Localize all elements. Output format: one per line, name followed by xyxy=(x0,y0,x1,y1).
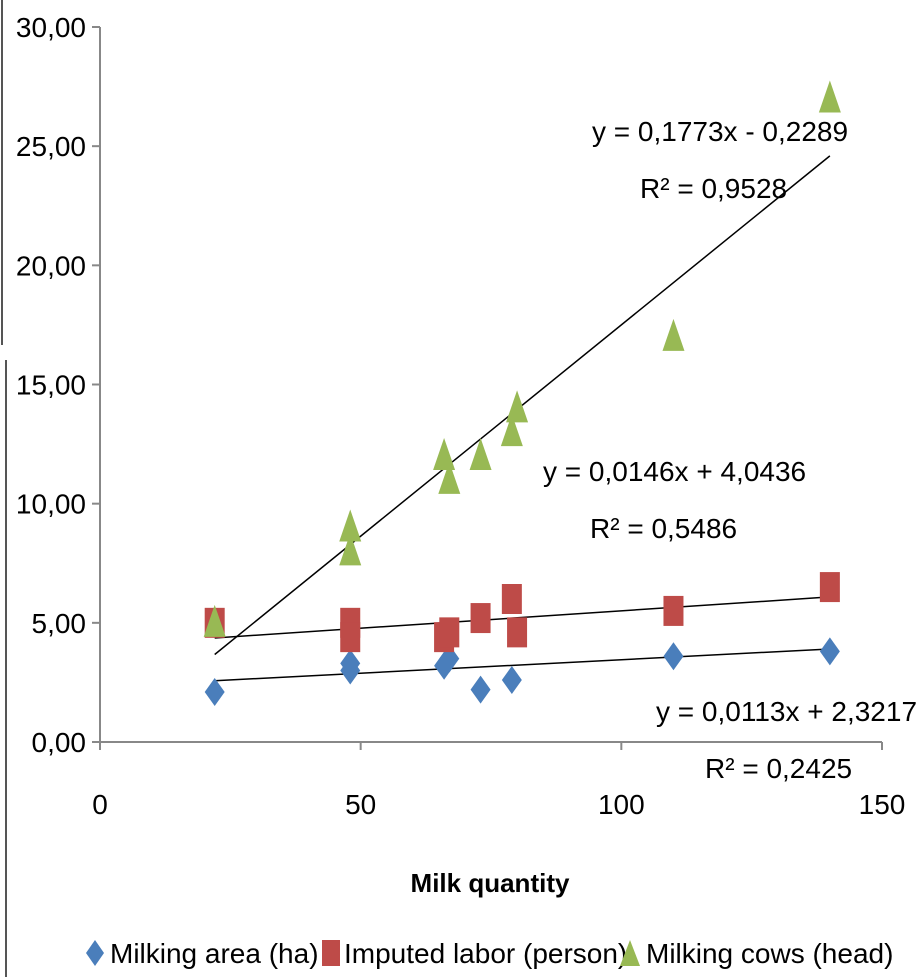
area-trend-equation: y = 0,0113x + 2,3217 xyxy=(656,696,916,727)
point-imputed-labor xyxy=(439,617,460,648)
point-milking-cows xyxy=(500,414,523,447)
x-tick-label: 150 xyxy=(859,789,906,820)
y-tick-label: 10,00 xyxy=(16,489,86,520)
point-milking-area xyxy=(204,677,225,706)
labor-trend-equation: y = 0,0146x + 4,0436 xyxy=(543,456,806,487)
trendline xyxy=(214,155,831,656)
x-tick-label: 0 xyxy=(92,789,108,820)
y-tick-label: 0,00 xyxy=(32,727,87,758)
point-milking-cows xyxy=(506,390,529,423)
legend-diamond-icon xyxy=(86,940,104,966)
point-imputed-labor xyxy=(470,603,491,634)
point-milking-cows xyxy=(818,80,841,113)
y-tick-label: 30,00 xyxy=(16,12,86,43)
labor-trend-r2: R² = 0,5486 xyxy=(590,513,737,544)
point-milking-area xyxy=(663,642,684,671)
y-tick-label: 25,00 xyxy=(16,131,86,162)
legend-label-milking-cows: Milking cows (head) xyxy=(646,938,893,969)
legend: Milking area (ha) Imputed labor (person)… xyxy=(86,938,893,969)
area-trend-r2: R² = 0,2425 xyxy=(705,753,852,784)
point-milking-area xyxy=(340,656,361,685)
point-milking-cows xyxy=(438,461,461,494)
legend-square-icon xyxy=(322,940,340,966)
legend-label-milking-area: Milking area (ha) xyxy=(110,938,319,969)
y-tick-label: 5,00 xyxy=(32,608,87,639)
point-milking-cows xyxy=(339,533,362,566)
y-axis-ticks: 0,00 5,00 10,00 15,00 20,00 25,00 30,00 xyxy=(16,12,100,758)
x-axis-title: Milk quantity xyxy=(411,868,570,898)
legend-label-imputed-labor: Imputed labor (person) xyxy=(344,938,627,969)
point-milking-area xyxy=(819,637,840,666)
point-milking-cows xyxy=(662,318,685,351)
trendline xyxy=(214,648,830,682)
point-imputed-labor xyxy=(663,595,684,626)
point-milking-cows xyxy=(469,438,492,470)
cows-trend-equation: y = 0,1773x - 0,2289 xyxy=(592,116,848,147)
point-milking-area xyxy=(501,666,522,695)
y-tick-label: 20,00 xyxy=(16,250,86,281)
cows-trend-r2: R² = 0,9528 xyxy=(640,173,787,204)
point-milking-area xyxy=(470,675,491,704)
data-points xyxy=(203,80,841,706)
y-tick-label: 15,00 xyxy=(16,370,86,401)
point-imputed-labor xyxy=(340,622,361,653)
legend-triangle-icon xyxy=(620,940,640,966)
point-imputed-labor xyxy=(507,617,528,648)
point-milking-cows xyxy=(339,509,362,542)
point-milking-cows xyxy=(203,604,226,637)
point-imputed-labor xyxy=(501,584,522,614)
x-tick-label: 100 xyxy=(598,789,645,820)
x-axis-ticks: 0 50 100 150 xyxy=(92,742,905,820)
point-imputed-labor xyxy=(819,572,840,603)
x-tick-label: 50 xyxy=(345,789,376,820)
point-milking-cows xyxy=(433,438,456,470)
